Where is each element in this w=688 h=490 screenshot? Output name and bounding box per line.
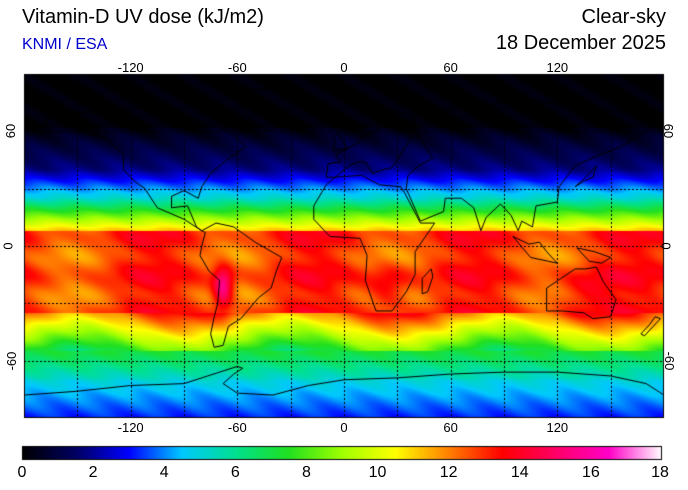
lon-tick-label: 60	[443, 60, 458, 75]
lon-tick-label: 60	[443, 420, 458, 435]
lat-tick-label: 0	[658, 242, 674, 250]
credit-label: KNMI / ESA	[22, 36, 108, 53]
lon-tick-label: 0	[340, 60, 348, 75]
lon-tick-label: 120	[546, 60, 569, 75]
lat-tick-label: 60	[2, 124, 18, 139]
colorbar-tick-label: 8	[301, 464, 311, 481]
lon-tick-label: -120	[117, 60, 144, 75]
colorbar-tick-label: 6	[230, 464, 240, 481]
colorbar-tick-label: 10	[368, 464, 387, 481]
colorbar-tick-label: 18	[651, 464, 669, 481]
colorbar-tick-label: 0	[17, 464, 27, 481]
map-title: Vitamin-D UV dose (kJ/m2)	[22, 6, 264, 28]
colorbar-tick-label: 14	[510, 464, 529, 481]
colorbar-tick-label: 16	[581, 464, 600, 481]
lat-tick-label: -60	[662, 351, 678, 371]
lon-tick-label: -60	[227, 60, 247, 75]
colorbar-tick-label: 2	[88, 464, 98, 481]
lon-tick-label: 120	[546, 420, 569, 435]
map-date: 18 December 2025	[495, 32, 666, 54]
lon-tick-label: -120	[117, 420, 144, 435]
colorbar-tick-label: 12	[439, 464, 458, 481]
colorbar-tick-label: 4	[159, 464, 169, 481]
lat-tick-label: 60	[660, 124, 676, 139]
lon-tick-label: -60	[227, 420, 247, 435]
lon-tick-label: 0	[340, 420, 348, 435]
lat-tick-label: -60	[4, 351, 20, 371]
sky-condition: Clear-sky	[581, 6, 666, 28]
lat-tick-label: 0	[0, 242, 16, 250]
